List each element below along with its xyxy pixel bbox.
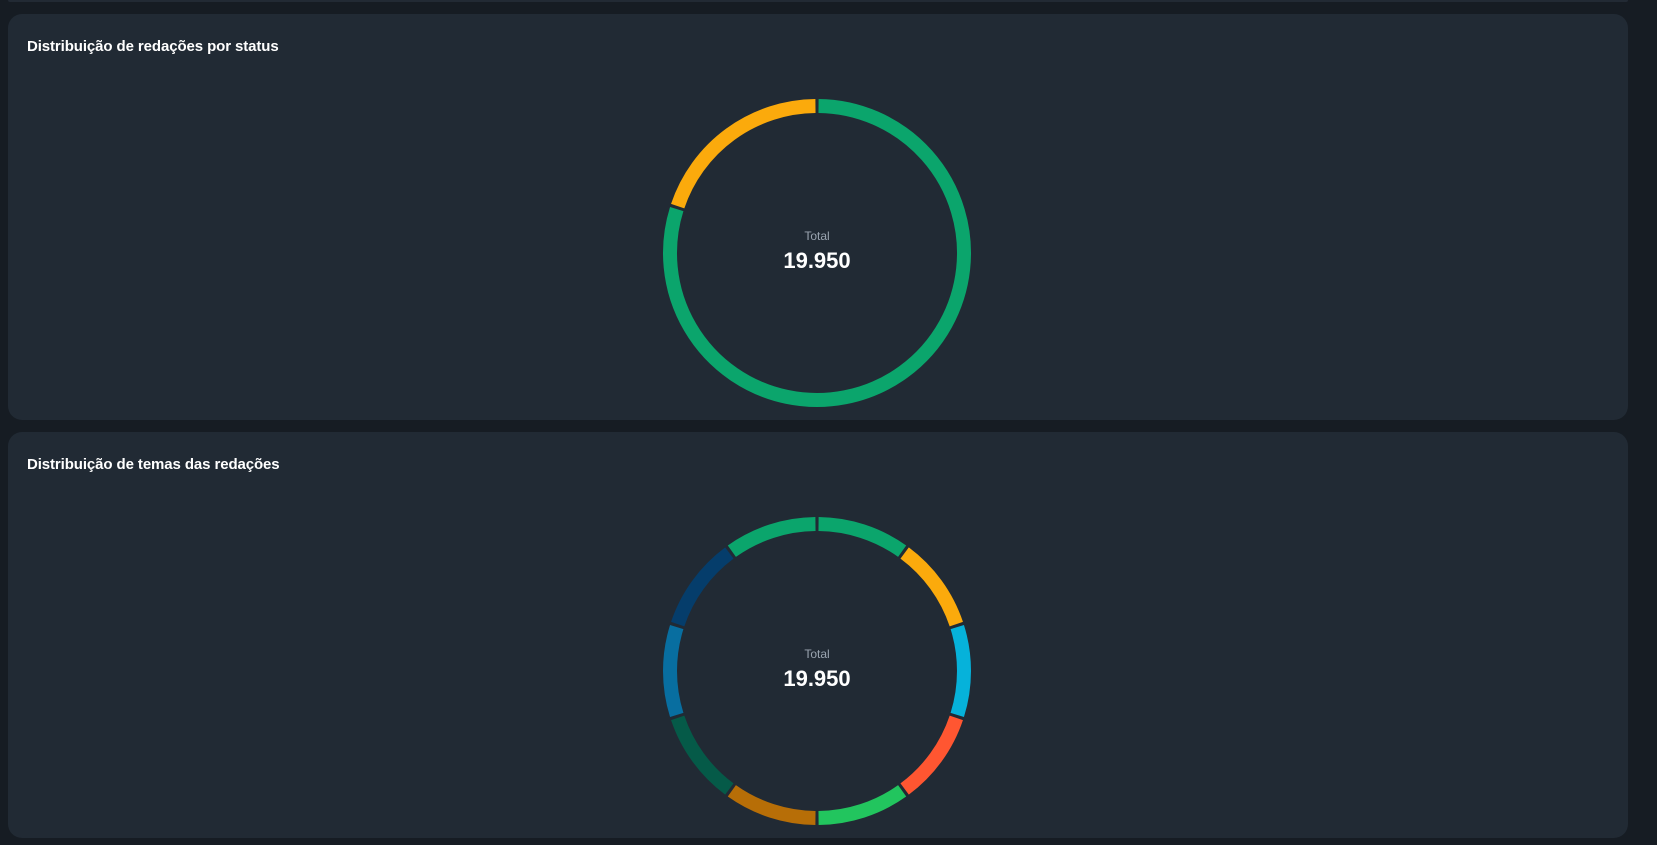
donut-slice-7[interactable] [671,715,734,795]
center-total-label: Total [804,229,829,243]
donut-slice-8[interactable] [663,624,684,718]
status-donut-chart: Total 19.950 [663,99,971,407]
donut-slice-1[interactable] [663,99,971,407]
card-title: Distribuição de redações por status [27,38,279,55]
donut-slice-2[interactable] [671,99,816,209]
center-total-value: 19.950 [783,666,850,691]
previous-card-edge [8,0,1628,2]
center-total-value: 19.950 [783,248,850,273]
card-title: Distribuição de temas das redações [27,456,280,473]
donut-slice-1[interactable] [818,517,907,557]
donut-slice-5[interactable] [818,785,907,825]
slice-group [663,99,971,407]
donut-slice-10[interactable] [727,517,816,557]
themes-donut-chart: Total 19.950 [663,517,971,825]
donut-slice-3[interactable] [950,624,971,718]
themes-distribution-card: Distribuição de temas das redações Total… [8,432,1628,838]
status-distribution-card: Distribuição de redações por status Tota… [8,14,1628,420]
center-total-label: Total [804,647,829,661]
donut-slice-6[interactable] [727,785,816,825]
donut-slice-2[interactable] [900,547,963,627]
donut-slice-4[interactable] [900,715,963,795]
donut-slice-9[interactable] [671,547,734,627]
slice-group [663,517,971,825]
